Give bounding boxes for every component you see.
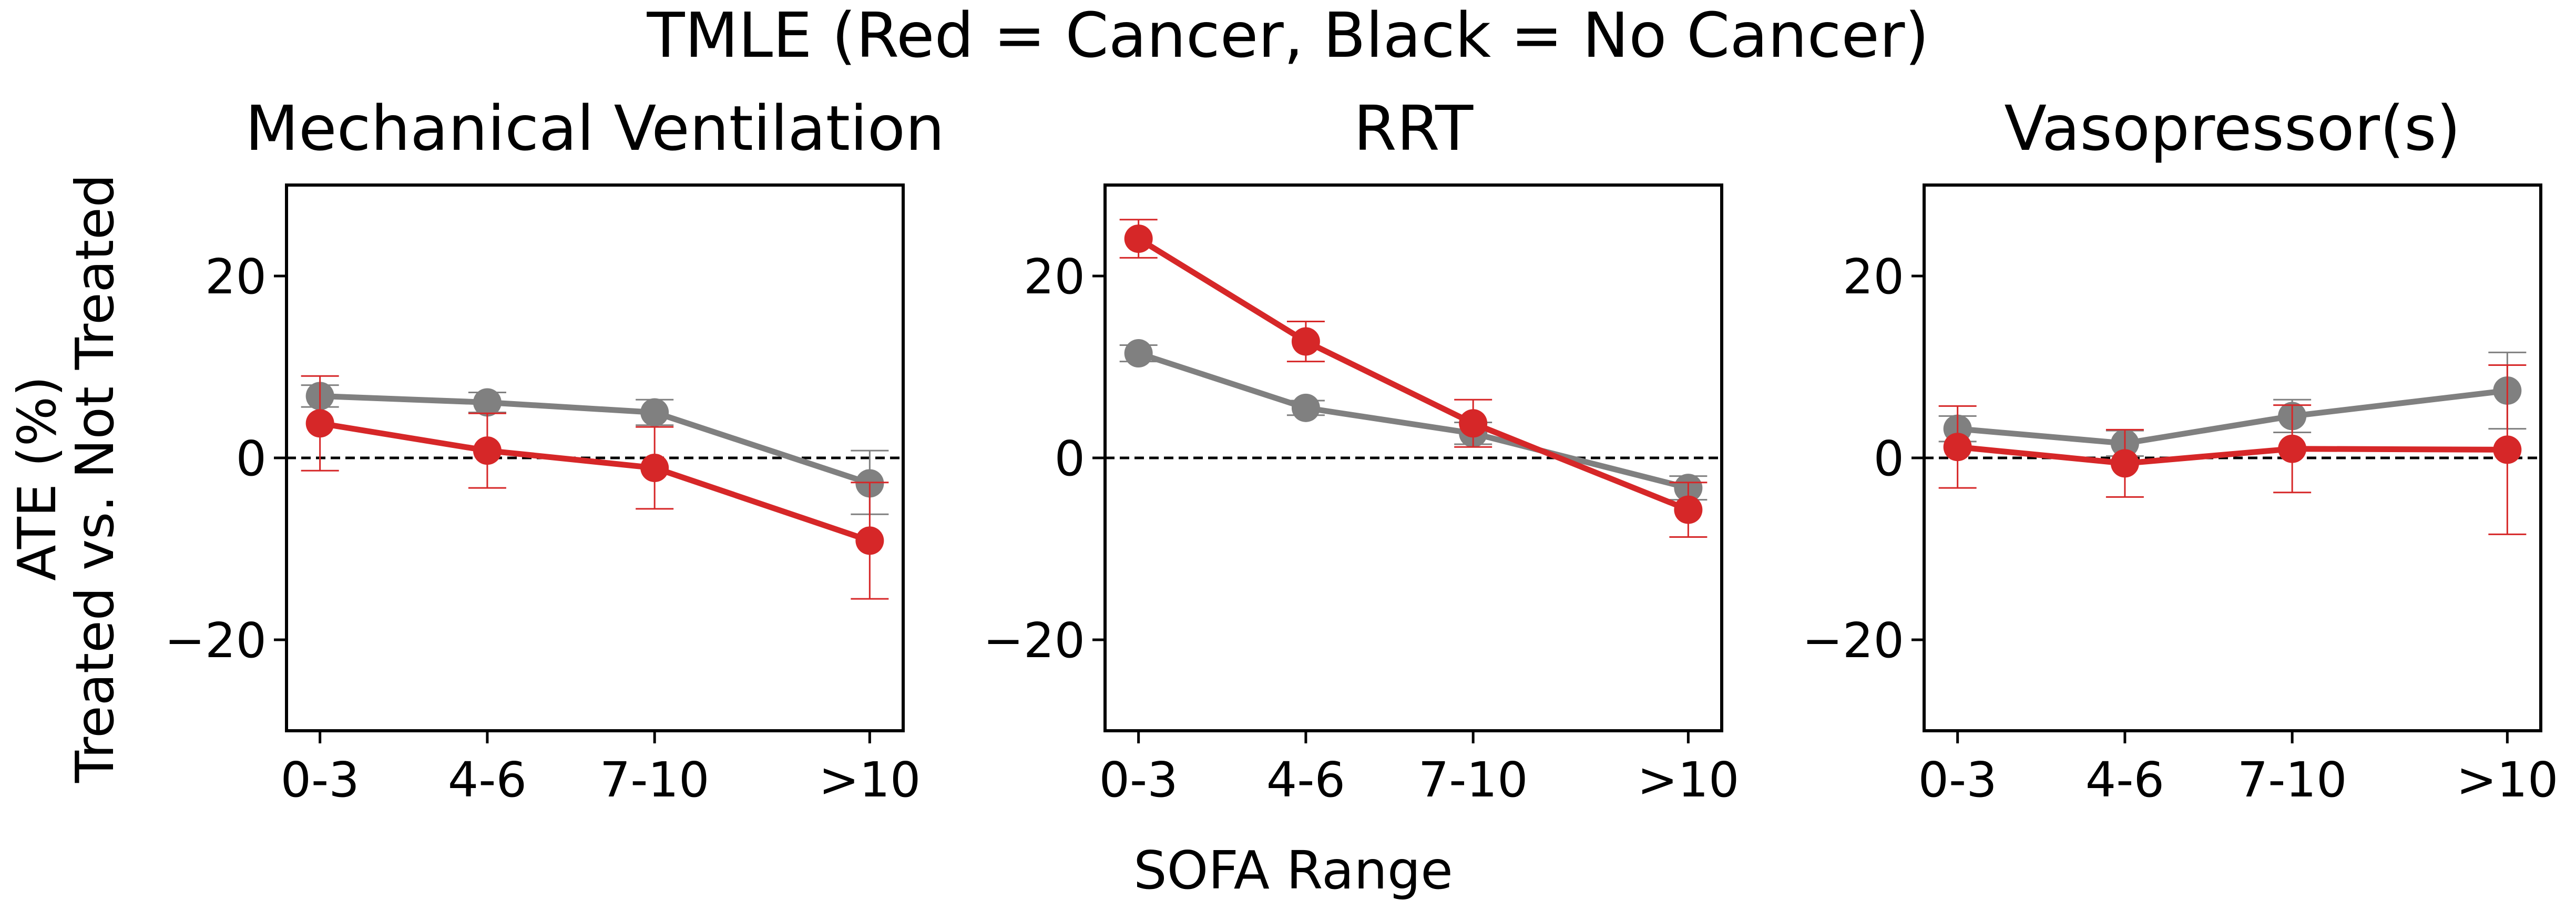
- panel-title: RRT: [1354, 92, 1474, 165]
- data-point: [1124, 224, 1153, 253]
- series-cancer: [301, 375, 889, 600]
- series-line: [1137, 236, 1690, 513]
- data-point: [1291, 327, 1320, 356]
- figure-title: TMLE (Red = Cancer, Black = No Cancer): [647, 0, 1929, 71]
- series-no-cancer: [301, 382, 889, 515]
- y-tick-label: 0: [1873, 431, 1904, 487]
- series-line: [1957, 444, 2508, 466]
- x-tick-label: 0-3: [281, 752, 360, 808]
- data-point: [1124, 339, 1153, 368]
- axes-frame: [285, 183, 905, 732]
- y-tick-label: −20: [983, 612, 1085, 669]
- series-line: [320, 393, 871, 486]
- x-tick-label: >10: [1637, 752, 1739, 808]
- y-tick-label: 20: [1024, 249, 1085, 305]
- series-line: [319, 420, 871, 544]
- x-tick-label: 0-3: [1099, 752, 1178, 808]
- x-tick-label: 4-6: [2086, 752, 2164, 808]
- data-point: [640, 454, 669, 483]
- panel-mechanical-ventilation: Mechanical Ventilation −20 0 20 0-3 4-6 7-10 >1…: [165, 92, 945, 808]
- data-point: [2493, 435, 2522, 464]
- panel-vasopressors: Vasopressor(s) −20 0 20 0-3 4-6 7-10 >10: [1802, 92, 2559, 808]
- data-point: [1943, 433, 1972, 462]
- y-tick-label: 0: [1054, 431, 1085, 487]
- data-point: [473, 388, 502, 417]
- data-point: [2278, 434, 2307, 463]
- data-point: [473, 436, 502, 465]
- panel-title: Vasopressor(s): [2004, 92, 2460, 165]
- data-point: [855, 526, 884, 555]
- series-line: [1957, 387, 2508, 446]
- series-line: [1137, 350, 1689, 491]
- x-tick-label: 7-10: [2237, 752, 2347, 808]
- data-point: [1674, 495, 1703, 524]
- panel-title: Mechanical Ventilation: [245, 92, 945, 165]
- y-tick-label: −20: [165, 612, 267, 669]
- y-axis-label-line-2: Treated vs. Not Treated: [64, 174, 126, 783]
- data-point: [1291, 393, 1320, 422]
- data-point: [2110, 449, 2139, 478]
- data-point: [640, 398, 669, 427]
- y-tick-label: 0: [236, 431, 267, 487]
- panel-rrt: RRT −20 0 20 0-3 4-6 7-10 >10: [983, 92, 1740, 808]
- series-cancer: [1938, 364, 2527, 535]
- panels: Mechanical Ventilation −20 0 20 0-3 4-6 7-10 >1…: [165, 92, 2559, 808]
- axes-frame: [1923, 183, 2542, 732]
- y-axis-label: ATE (%) Treated vs. Not Treated: [6, 174, 126, 783]
- x-axis-label: SOFA Range: [1133, 840, 1453, 901]
- x-tick-label: 7-10: [1418, 752, 1528, 808]
- axes-frame: [1103, 183, 1723, 732]
- series-cancer: [1119, 219, 1708, 538]
- x-tick-label: 4-6: [448, 752, 527, 808]
- y-tick-label: 20: [1843, 249, 1904, 305]
- x-tick-label: 0-3: [1918, 752, 1997, 808]
- data-point: [305, 409, 334, 438]
- data-point: [1459, 409, 1488, 438]
- x-tick-label: 7-10: [600, 752, 710, 808]
- y-axis-label-line-1: ATE (%): [6, 376, 68, 581]
- y-tick-label: 20: [205, 249, 267, 305]
- series-no-cancer: [1938, 351, 2527, 458]
- y-tick-label: −20: [1802, 612, 1904, 669]
- series-no-cancer: [1119, 339, 1708, 503]
- x-tick-label: 4-6: [1266, 752, 1345, 808]
- x-tick-label: >10: [2456, 752, 2558, 808]
- x-tick-label: >10: [819, 752, 921, 808]
